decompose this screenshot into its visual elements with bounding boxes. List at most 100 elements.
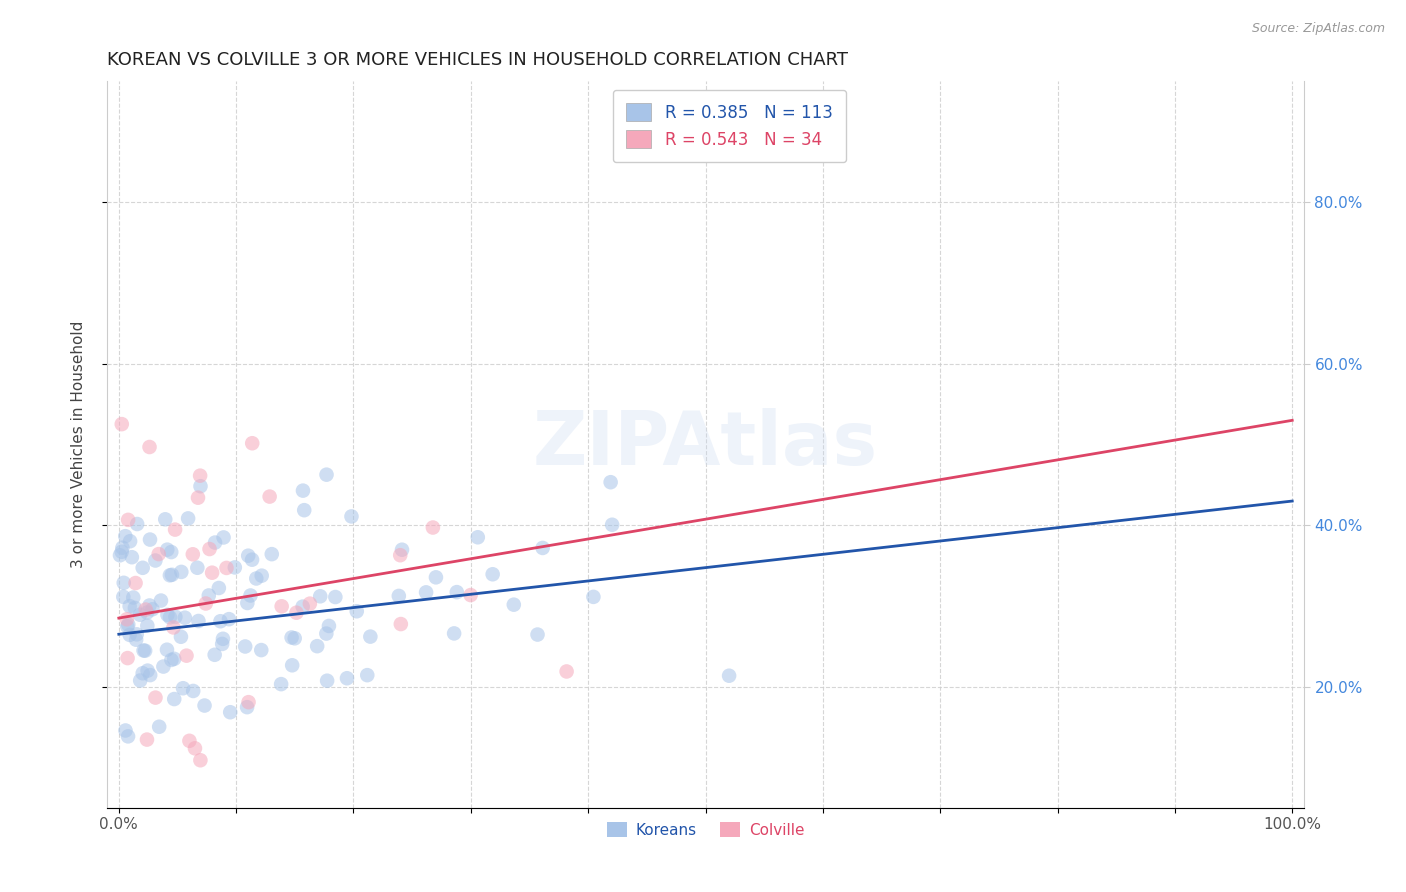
Point [389, 617, 412, 632]
Point [122, 591, 145, 605]
Point [181, 684, 204, 698]
Point [292, 503, 315, 517]
Point [127, 516, 149, 531]
Point [136, 618, 159, 632]
Point [240, 436, 263, 450]
Point [136, 606, 159, 620]
Point [280, 631, 302, 645]
Point [136, 732, 159, 747]
Y-axis label: 3 or more Vehicles in Household: 3 or more Vehicles in Household [72, 321, 86, 568]
Point [181, 547, 204, 561]
Point [111, 417, 134, 431]
Point [131, 561, 153, 575]
Point [359, 630, 381, 644]
Point [298, 597, 321, 611]
Point [139, 533, 162, 547]
Point [117, 651, 139, 665]
Point [117, 513, 139, 527]
Point [179, 734, 201, 748]
Point [325, 590, 347, 604]
Point [356, 668, 378, 682]
Point [481, 567, 503, 582]
Point [115, 619, 138, 633]
Point [526, 627, 548, 641]
Point [315, 626, 337, 640]
Point [138, 599, 160, 613]
Point [165, 523, 187, 537]
Point [215, 561, 238, 575]
Point [204, 535, 226, 549]
Point [111, 545, 134, 559]
Point [284, 632, 307, 646]
Point [415, 585, 437, 599]
Point [238, 549, 260, 563]
Point [281, 658, 304, 673]
Point [176, 648, 198, 663]
Point [309, 589, 332, 603]
Point [112, 575, 135, 590]
Point [170, 565, 193, 579]
Point [111, 541, 134, 555]
Point [718, 669, 741, 683]
Point [340, 509, 363, 524]
Point [118, 599, 141, 613]
Point [250, 568, 273, 582]
Point [159, 610, 181, 624]
Legend: Koreans, Colville: Koreans, Colville [600, 815, 810, 844]
Point [163, 692, 186, 706]
Point [145, 690, 167, 705]
Point [125, 632, 148, 647]
Point [132, 643, 155, 657]
Point [162, 620, 184, 634]
Point [315, 467, 337, 482]
Point [391, 542, 413, 557]
Point [245, 572, 267, 586]
Point [346, 604, 368, 618]
Point [193, 698, 215, 713]
Point [467, 530, 489, 544]
Point [156, 642, 179, 657]
Point [129, 607, 152, 622]
Point [259, 490, 281, 504]
Point [389, 548, 412, 562]
Point [131, 666, 153, 681]
Point [307, 639, 329, 653]
Point [446, 585, 468, 599]
Text: Source: ZipAtlas.com: Source: ZipAtlas.com [1251, 22, 1385, 36]
Point [443, 626, 465, 640]
Point [502, 598, 524, 612]
Point [190, 479, 212, 493]
Point [115, 612, 138, 626]
Point [187, 614, 209, 628]
Point [135, 602, 157, 616]
Point [204, 648, 226, 662]
Point [425, 570, 447, 584]
Point [238, 695, 260, 709]
Point [460, 588, 482, 602]
Point [124, 576, 146, 591]
Point [117, 617, 139, 632]
Point [219, 705, 242, 719]
Point [291, 599, 314, 614]
Point [160, 545, 183, 559]
Point [134, 643, 156, 657]
Point [198, 541, 221, 556]
Point [155, 512, 177, 526]
Point [555, 665, 578, 679]
Point [270, 599, 292, 614]
Point [139, 668, 162, 682]
Point [148, 547, 170, 561]
Point [318, 619, 340, 633]
Point [250, 643, 273, 657]
Point [209, 614, 232, 628]
Point [129, 673, 152, 688]
Point [212, 632, 235, 646]
Point [224, 560, 246, 574]
Point [108, 549, 131, 563]
Point [141, 602, 163, 616]
Point [145, 553, 167, 567]
Point [114, 723, 136, 738]
Point [125, 627, 148, 641]
Point [112, 590, 135, 604]
Point [240, 552, 263, 566]
